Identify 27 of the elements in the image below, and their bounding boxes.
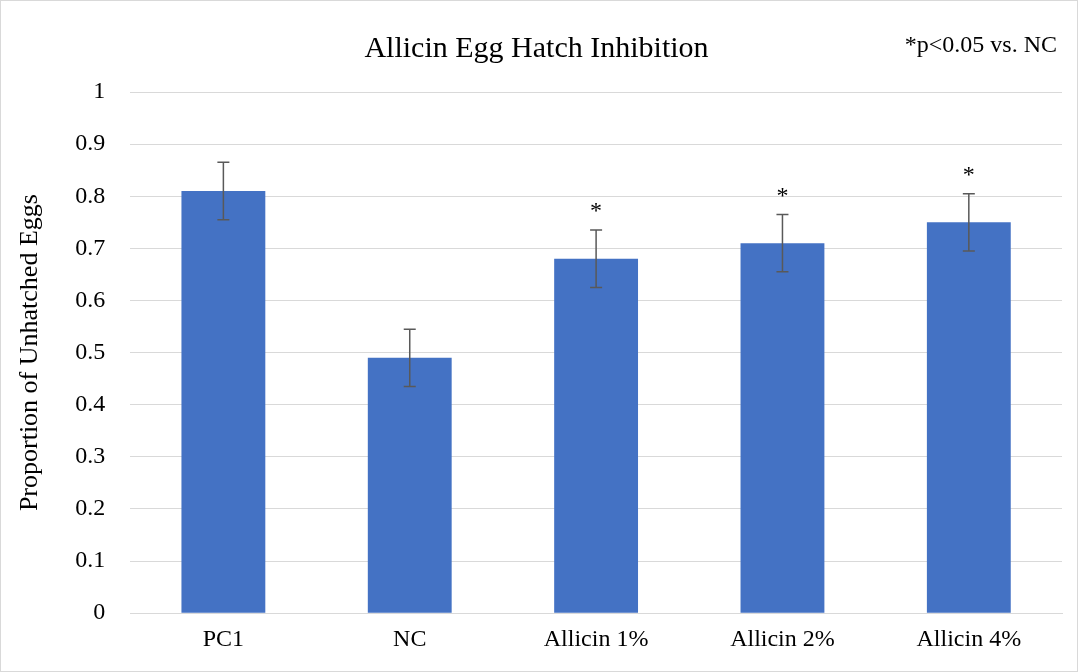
bar: [926, 222, 1011, 613]
bar: [554, 258, 639, 613]
chart-title: Allicin Egg Hatch Inhibition: [364, 29, 709, 63]
y-tick-label: 0.3: [75, 442, 106, 469]
bar: [740, 243, 825, 613]
annotation: *: [962, 160, 975, 187]
y-tick-label: 0.9: [75, 129, 106, 156]
y-tick-label: 1: [93, 77, 106, 104]
y-axis-title: Proportion of Unhatched Eggs: [14, 194, 44, 512]
y-tick-label: 0.2: [75, 494, 106, 521]
x-tick-label: Allicin 4%: [916, 624, 1022, 651]
y-tick-label: 0.1: [75, 546, 106, 573]
bar: [181, 191, 266, 613]
bar: [367, 357, 452, 613]
y-tick-label: 0: [93, 598, 106, 625]
x-tick-label: PC1: [202, 624, 245, 651]
y-tick-label: 0.5: [75, 337, 106, 364]
annotation: *: [590, 197, 603, 224]
annotation: *: [776, 181, 789, 208]
x-tick-label: NC: [393, 624, 427, 651]
x-tick-label: Allicin 2%: [730, 624, 835, 651]
y-tick-label: 0.6: [75, 285, 106, 312]
y-tick-label: 0.8: [75, 181, 106, 208]
x-tick-label: Allicin 1%: [543, 624, 649, 651]
text: *p<0.05 vs. NC: [904, 31, 1057, 58]
y-tick-label: 0.7: [75, 233, 106, 260]
y-tick-label: 0.4: [75, 390, 106, 417]
